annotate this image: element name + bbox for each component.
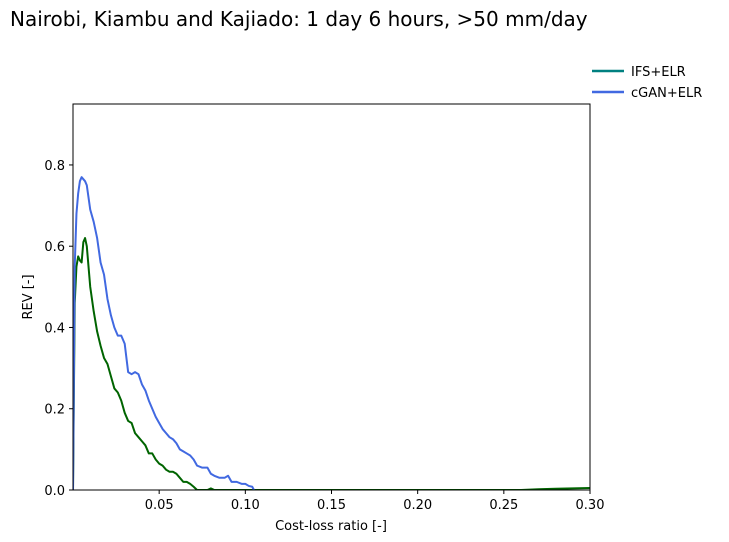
legend-label: IFS+ELR	[631, 65, 686, 80]
chart-title: Nairobi, Kiambu and Kajiado: 1 day 6 hou…	[10, 7, 588, 31]
x-tick-label: 0.30	[576, 498, 605, 513]
y-tick-label: 0.8	[44, 159, 65, 174]
x-tick-label: 0.20	[403, 498, 432, 513]
plot-area	[73, 104, 590, 490]
y-axis: 0.0 0.2 0.4 0.6 0.8	[44, 159, 73, 499]
x-tick-label: 0.25	[489, 498, 518, 513]
y-axis-label: REV [-]	[21, 274, 36, 319]
series-line-ifs-elr	[73, 237, 590, 490]
x-tick-label: 0.15	[317, 498, 346, 513]
series-layer	[73, 176, 590, 490]
x-axis: 0.05 0.10 0.15 0.20 0.25 0.30	[145, 490, 605, 513]
x-tick-label: 0.05	[145, 498, 174, 513]
x-axis-label: Cost-loss ratio [-]	[275, 519, 387, 534]
y-tick-label: 0.2	[44, 403, 65, 418]
legend: IFS+ELR cGAN+ELR	[592, 65, 702, 101]
x-tick-label: 0.10	[231, 498, 260, 513]
series-line-cgan-elr	[73, 176, 255, 490]
y-tick-label: 0.6	[44, 240, 65, 255]
y-tick-label: 0.4	[44, 321, 65, 336]
legend-label: cGAN+ELR	[631, 86, 702, 101]
y-tick-label: 0.0	[44, 484, 65, 499]
